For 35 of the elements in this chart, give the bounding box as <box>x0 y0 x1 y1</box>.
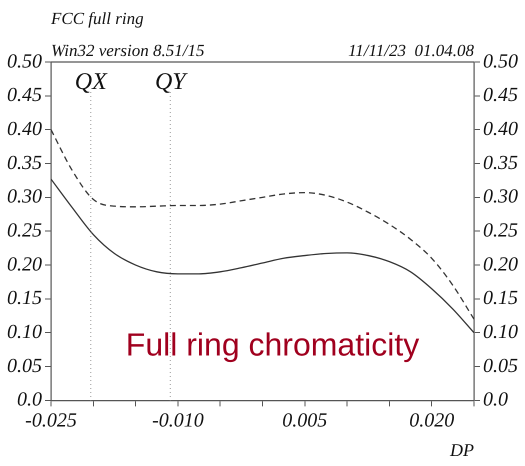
y-tick-label: 0.20 <box>7 253 42 276</box>
text: 11/11/23 01.04.08 <box>348 41 474 60</box>
chart-title: FCC full ring <box>50 9 144 28</box>
x-tick-label: 0.020 <box>409 410 454 432</box>
y2-tick-label: 0.25 <box>483 219 518 242</box>
y2-tick-label: 0.35 <box>483 152 518 174</box>
y-tick-label: 0.45 <box>7 84 42 106</box>
x-axis-title: DP <box>449 440 474 460</box>
x-tick-label: -0.010 <box>152 410 204 432</box>
y2-tick-label: 0.05 <box>483 354 518 377</box>
y-tick-label: 0.30 <box>7 186 42 208</box>
y-tick-label: 0.10 <box>7 320 42 343</box>
x-tick-label: 0.005 <box>282 410 328 432</box>
annotation: Full ring chromaticity <box>126 326 420 362</box>
y2-tick-label: 0.30 <box>483 186 518 208</box>
line-series <box>51 129 474 320</box>
y2-tick-label: 0.0 <box>483 388 508 411</box>
y-tick-label: 0.25 <box>7 219 42 242</box>
y-tick-label: 0.0 <box>17 388 42 411</box>
ref-line-label: QX <box>74 69 108 95</box>
y-tick-label: 0.15 <box>7 287 42 310</box>
x-tick-label: -0.025 <box>25 410 77 432</box>
y2-tick-label: 0.40 <box>483 118 518 140</box>
y2-tick-label: 0.50 <box>483 50 518 72</box>
y2-tick-label: 0.10 <box>483 320 518 343</box>
y-tick-label: 0.05 <box>7 354 42 377</box>
y2-tick-label: 0.15 <box>483 287 518 310</box>
y-tick-label: 0.35 <box>7 152 42 174</box>
y2-tick-label: 0.45 <box>483 84 518 106</box>
y2-tick-label: 0.20 <box>483 253 518 276</box>
y-tick-label: 0.40 <box>7 118 42 140</box>
y-tick-label: 0.50 <box>7 50 42 72</box>
chart-subtitle: Win32 version 8.51/15 <box>51 41 204 60</box>
line-series <box>51 178 474 334</box>
ref-line-label: QY <box>154 69 188 95</box>
